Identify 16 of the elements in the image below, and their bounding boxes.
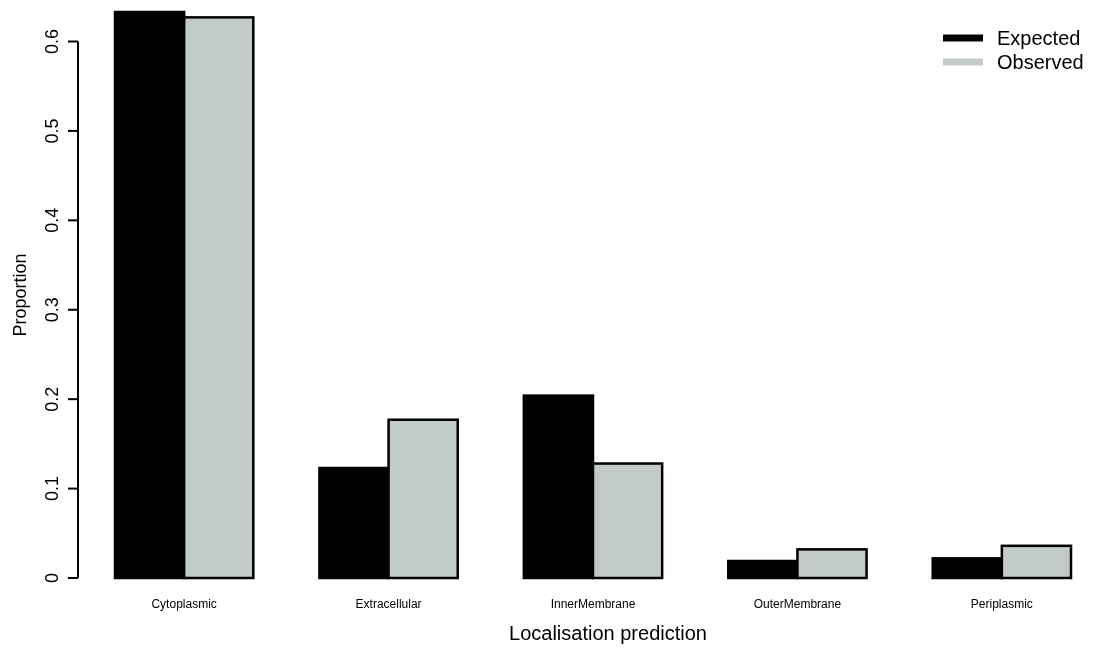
y-axis-title: Proportion: [10, 253, 30, 337]
y-tick-label: 0.2: [42, 386, 62, 412]
x-tick-label: Extracellular: [355, 597, 422, 611]
legend-label: Observed: [997, 51, 1084, 73]
x-tick-label: OuterMembrane: [753, 597, 842, 611]
y-tick-label: 0.3: [42, 297, 62, 323]
legend-label: Expected: [997, 27, 1081, 49]
x-tick-label: InnerMembrane: [550, 597, 636, 611]
y-tick-label: 0.5: [42, 118, 62, 144]
y-tick-label: 0.4: [42, 207, 62, 233]
x-axis-title: Localisation prediction: [509, 622, 707, 644]
y-tick-label: 0.6: [42, 28, 62, 55]
y-tick-label: 0.1: [42, 476, 62, 502]
x-tick-label: Periplasmic: [970, 597, 1033, 611]
y-tick-label: 0: [42, 572, 62, 584]
x-tick-label: Cytoplasmic: [151, 597, 217, 611]
